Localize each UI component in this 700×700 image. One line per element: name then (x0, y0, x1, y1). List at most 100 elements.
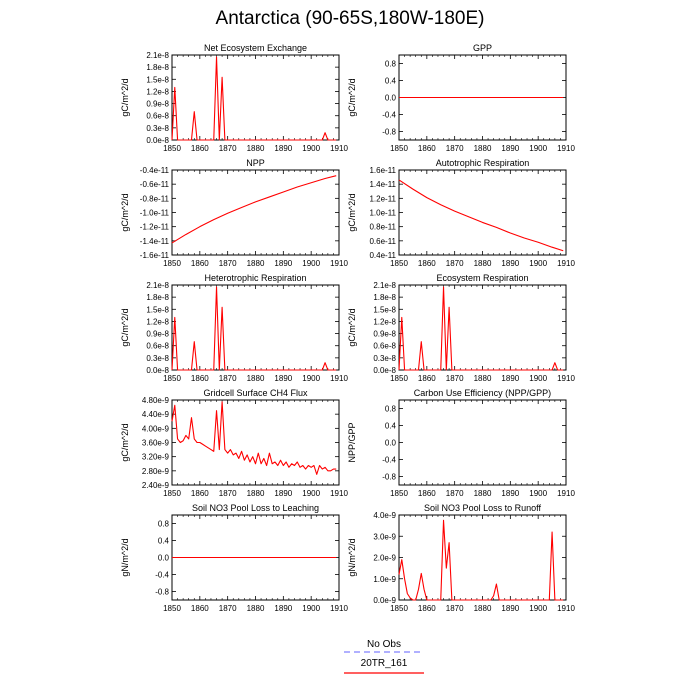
plot-frame (171, 169, 340, 256)
y-tick-label: 0.8 (385, 405, 397, 414)
y-tick-label: 4.40e-9 (142, 410, 170, 419)
panel-title: Ecosystem Respiration (436, 273, 528, 283)
x-tick-label: 1860 (191, 374, 209, 383)
x-tick-label: 1910 (557, 144, 575, 153)
x-tick-label: 1870 (446, 374, 464, 383)
x-tick-label: 1900 (529, 604, 547, 613)
x-tick-label: 1850 (163, 489, 181, 498)
x-tick-label: 1890 (274, 374, 292, 383)
y-tick-label: 0.9e-8 (146, 330, 169, 339)
y-tick-label: 2.1e-8 (146, 51, 169, 60)
x-tick-label: 1910 (557, 259, 575, 268)
x-tick-label: 1910 (330, 144, 348, 153)
y-tick-label: -0.6e-11 (140, 180, 170, 189)
x-tick-label: 1850 (163, 374, 181, 383)
y-tick-label: 3.20e-9 (142, 453, 170, 462)
x-tick-label: 1850 (163, 259, 181, 268)
y-tick-label: 1.0e-9 (373, 575, 396, 584)
x-tick-label: 1860 (418, 604, 436, 613)
panel-0: Net Ecosystem Exchange gC/m^2/d 1850 1860 18… (120, 43, 348, 153)
x-tick-label: 1880 (247, 259, 265, 268)
x-tick-label: 1850 (390, 604, 408, 613)
y-tick-label: 0.8e-11 (369, 223, 396, 232)
x-tick-label: 1900 (302, 144, 320, 153)
x-tick-label: 1900 (529, 144, 547, 153)
panel-title: Gridcell Surface CH4 Flux (203, 388, 308, 398)
y-tick-label: 0.6e-8 (146, 342, 169, 351)
x-tick-label: 1870 (446, 489, 464, 498)
x-tick-label: 1890 (274, 144, 292, 153)
y-tick-label: -0.8e-11 (140, 194, 170, 203)
panel-7: Carbon Use Efficiency (NPP/GPP) NPP/GPP 18… (347, 388, 575, 498)
y-tick-label: -1.0e-11 (140, 209, 170, 218)
x-tick-label: 1850 (390, 374, 408, 383)
y-axis-label: gC/m^2/d (347, 193, 357, 231)
x-tick-label: 1910 (330, 259, 348, 268)
y-axis-label: gC/m^2/d (120, 78, 130, 116)
plot-frame (398, 284, 567, 371)
y-tick-label: 4.80e-9 (142, 396, 170, 405)
y-tick-label: 0.9e-8 (373, 330, 396, 339)
y-tick-label: 1.5e-8 (146, 75, 169, 84)
x-tick-label: 1880 (247, 604, 265, 613)
y-tick-label: 2.1e-8 (146, 281, 169, 290)
x-tick-label: 1880 (247, 144, 265, 153)
x-tick-label: 1900 (529, 259, 547, 268)
x-tick-label: 1850 (390, 489, 408, 498)
y-tick-label: 0.0e-8 (146, 136, 169, 145)
y-tick-label: 0.4 (385, 77, 397, 86)
y-tick-label: 0.4 (385, 422, 397, 431)
panel-1: GPP gC/m^2/d 1850 1860 1870 1880 1890 1900 1910 -… (347, 43, 575, 153)
x-tick-label: 1890 (501, 144, 519, 153)
y-tick-label: 2.1e-8 (373, 281, 396, 290)
x-tick-label: 1870 (446, 604, 464, 613)
series-line-0 (171, 175, 337, 244)
y-axis-label: gN/m^2/d (120, 538, 130, 576)
panel-title: Net Ecosystem Exchange (204, 43, 307, 53)
y-tick-label: 0.4e-11 (369, 251, 396, 260)
x-tick-label: 1860 (418, 374, 436, 383)
y-tick-label: 0.9e-8 (146, 100, 169, 109)
y-tick-label: 1.5e-8 (373, 305, 396, 314)
panel-3: Autotrophic Respiration gC/m^2/d 1850 1860 1… (347, 158, 575, 268)
y-tick-label: 1.0e-11 (369, 209, 396, 218)
y-axis-label: gC/m^2/d (120, 423, 130, 461)
x-tick-label: 1880 (247, 489, 265, 498)
y-tick-label: 0.0e-9 (373, 596, 396, 605)
plot-frame (398, 399, 567, 486)
y-tick-label: 0.4 (158, 537, 170, 546)
x-tick-label: 1880 (247, 374, 265, 383)
y-axis-label: gC/m^2/d (120, 308, 130, 346)
y-tick-label: -0.4 (382, 456, 396, 465)
x-tick-label: 1910 (330, 604, 348, 613)
plot-frame (171, 54, 340, 141)
y-tick-label: 0.3e-8 (373, 354, 396, 363)
x-tick-label: 1900 (302, 259, 320, 268)
y-tick-label: 1.8e-8 (146, 63, 169, 72)
panel-title: GPP (473, 43, 492, 53)
x-tick-label: 1880 (474, 374, 492, 383)
x-tick-label: 1850 (390, 259, 408, 268)
x-tick-label: 1900 (529, 374, 547, 383)
y-tick-label: 0.0e-8 (146, 366, 169, 375)
y-tick-label: 2.0e-9 (373, 554, 396, 563)
y-tick-label: 0.3e-8 (146, 124, 169, 133)
x-tick-label: 1890 (501, 604, 519, 613)
panel-title: Carbon Use Efficiency (NPP/GPP) (414, 388, 551, 398)
x-tick-label: 1860 (418, 144, 436, 153)
y-tick-label: 1.8e-8 (373, 293, 396, 302)
panel-4: Heterotrophic Respiration gC/m^2/d 1850 186… (120, 273, 348, 383)
panel-5: Ecosystem Respiration gC/m^2/d 1850 1860 187… (347, 273, 575, 383)
y-tick-label: 3.60e-9 (142, 439, 170, 448)
panel-6: Gridcell Surface CH4 Flux gC/m^2/d 1850 186… (120, 388, 348, 498)
x-tick-label: 1870 (219, 604, 237, 613)
page-title: Antarctica (90-65S,180W-180E) (215, 8, 485, 29)
x-tick-label: 1910 (557, 489, 575, 498)
series-line-0 (171, 56, 337, 141)
y-tick-label: -0.4 (382, 111, 396, 120)
x-tick-label: 1900 (302, 489, 320, 498)
x-tick-label: 1860 (191, 489, 209, 498)
y-tick-label: 4.0e-9 (373, 511, 396, 520)
panel-title: Autotrophic Respiration (436, 158, 530, 168)
series-line-0 (171, 286, 337, 371)
